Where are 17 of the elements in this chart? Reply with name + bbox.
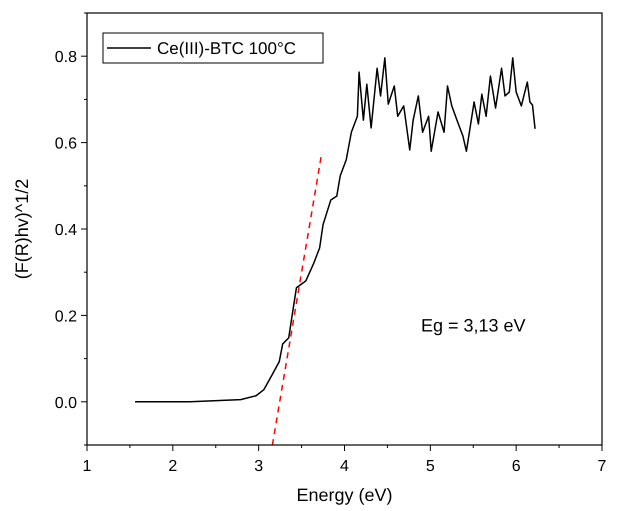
y-tick-label: 0.6 bbox=[54, 136, 78, 153]
x-tick-label: 1 bbox=[82, 458, 92, 475]
line-series bbox=[134, 57, 536, 403]
x-tick-label: 7 bbox=[598, 458, 607, 475]
x-axis-title: Energy (eV) bbox=[296, 485, 393, 505]
x-tick-label: 5 bbox=[426, 458, 435, 475]
y-tick-label: 0.4 bbox=[54, 222, 78, 239]
y-tick-label: 0.8 bbox=[54, 49, 78, 66]
x-tick-label: 2 bbox=[168, 458, 178, 475]
y-axis-title: (F(R)hv)^1/2 bbox=[12, 178, 32, 280]
annotation: Eg = 3,13 eV bbox=[420, 315, 526, 336]
y-tick-label: 0.0 bbox=[54, 394, 78, 412]
x-tick-label: 4 bbox=[340, 458, 350, 475]
x-tick-label: 6 bbox=[512, 458, 521, 475]
y-tick-label: 0.2 bbox=[54, 308, 78, 326]
x-tick-label: 3 bbox=[254, 458, 264, 475]
legend-label: Ce(III)-BTC 100°C bbox=[157, 39, 296, 58]
